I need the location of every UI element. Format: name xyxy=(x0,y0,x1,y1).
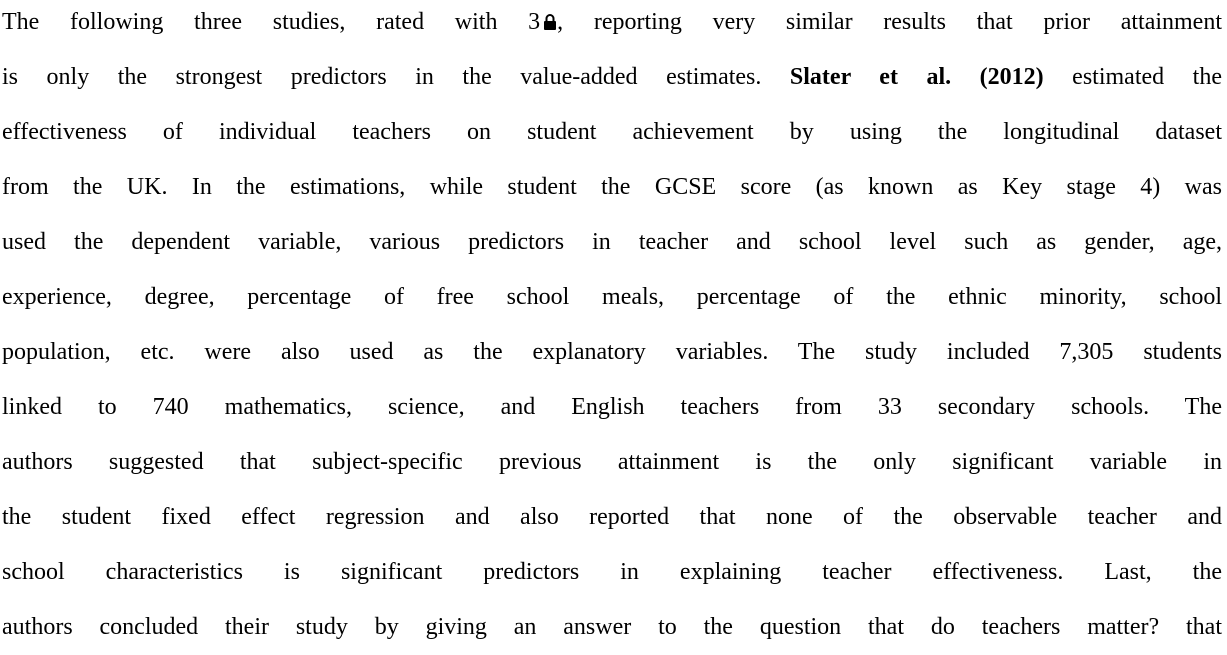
text: experience, degree, percentage of free s… xyxy=(2,284,1222,310)
text: , reporting very similar results that pr… xyxy=(557,9,1222,35)
text-line: authors concluded their study by giving … xyxy=(2,600,1222,655)
text-line: is only the strongest predictors in the … xyxy=(2,50,1222,105)
text: authors suggested that subject-specific … xyxy=(2,449,1222,475)
text-line: experience, degree, percentage of free s… xyxy=(2,270,1222,325)
text: authors concluded their study by giving … xyxy=(2,614,1222,640)
text: used the dependent variable, various pre… xyxy=(2,229,1222,255)
lock-icon xyxy=(544,14,557,30)
text: is only the strongest predictors in the … xyxy=(2,64,790,90)
text: population, etc. were also used as the e… xyxy=(2,339,1222,365)
text: estimated the xyxy=(1043,64,1222,90)
text-line: from the UK. In the estimations, while s… xyxy=(2,160,1222,215)
text-line: effectiveness of individual teachers on … xyxy=(2,105,1222,160)
text-line: authors suggested that subject-specific … xyxy=(2,435,1222,490)
text-line: used the dependent variable, various pre… xyxy=(2,215,1222,270)
text-line: school characteristics is significant pr… xyxy=(2,545,1222,600)
text-line: The following three studies, rated with … xyxy=(2,0,1222,50)
text: linked to 740 mathematics, science, and … xyxy=(2,394,1222,420)
text: from the UK. In the estimations, while s… xyxy=(2,174,1222,200)
citation: Slater et al. (2012) xyxy=(789,64,1044,90)
text-line: the student fixed effect regression and … xyxy=(2,490,1222,545)
text: school characteristics is significant pr… xyxy=(2,559,1222,585)
text-line: population, etc. were also used as the e… xyxy=(2,325,1222,380)
text: The following three studies, rated with … xyxy=(2,9,541,35)
text-line: linked to 740 mathematics, science, and … xyxy=(2,380,1222,435)
text: the student fixed effect regression and … xyxy=(2,504,1222,530)
text: effectiveness of individual teachers on … xyxy=(2,119,1222,145)
